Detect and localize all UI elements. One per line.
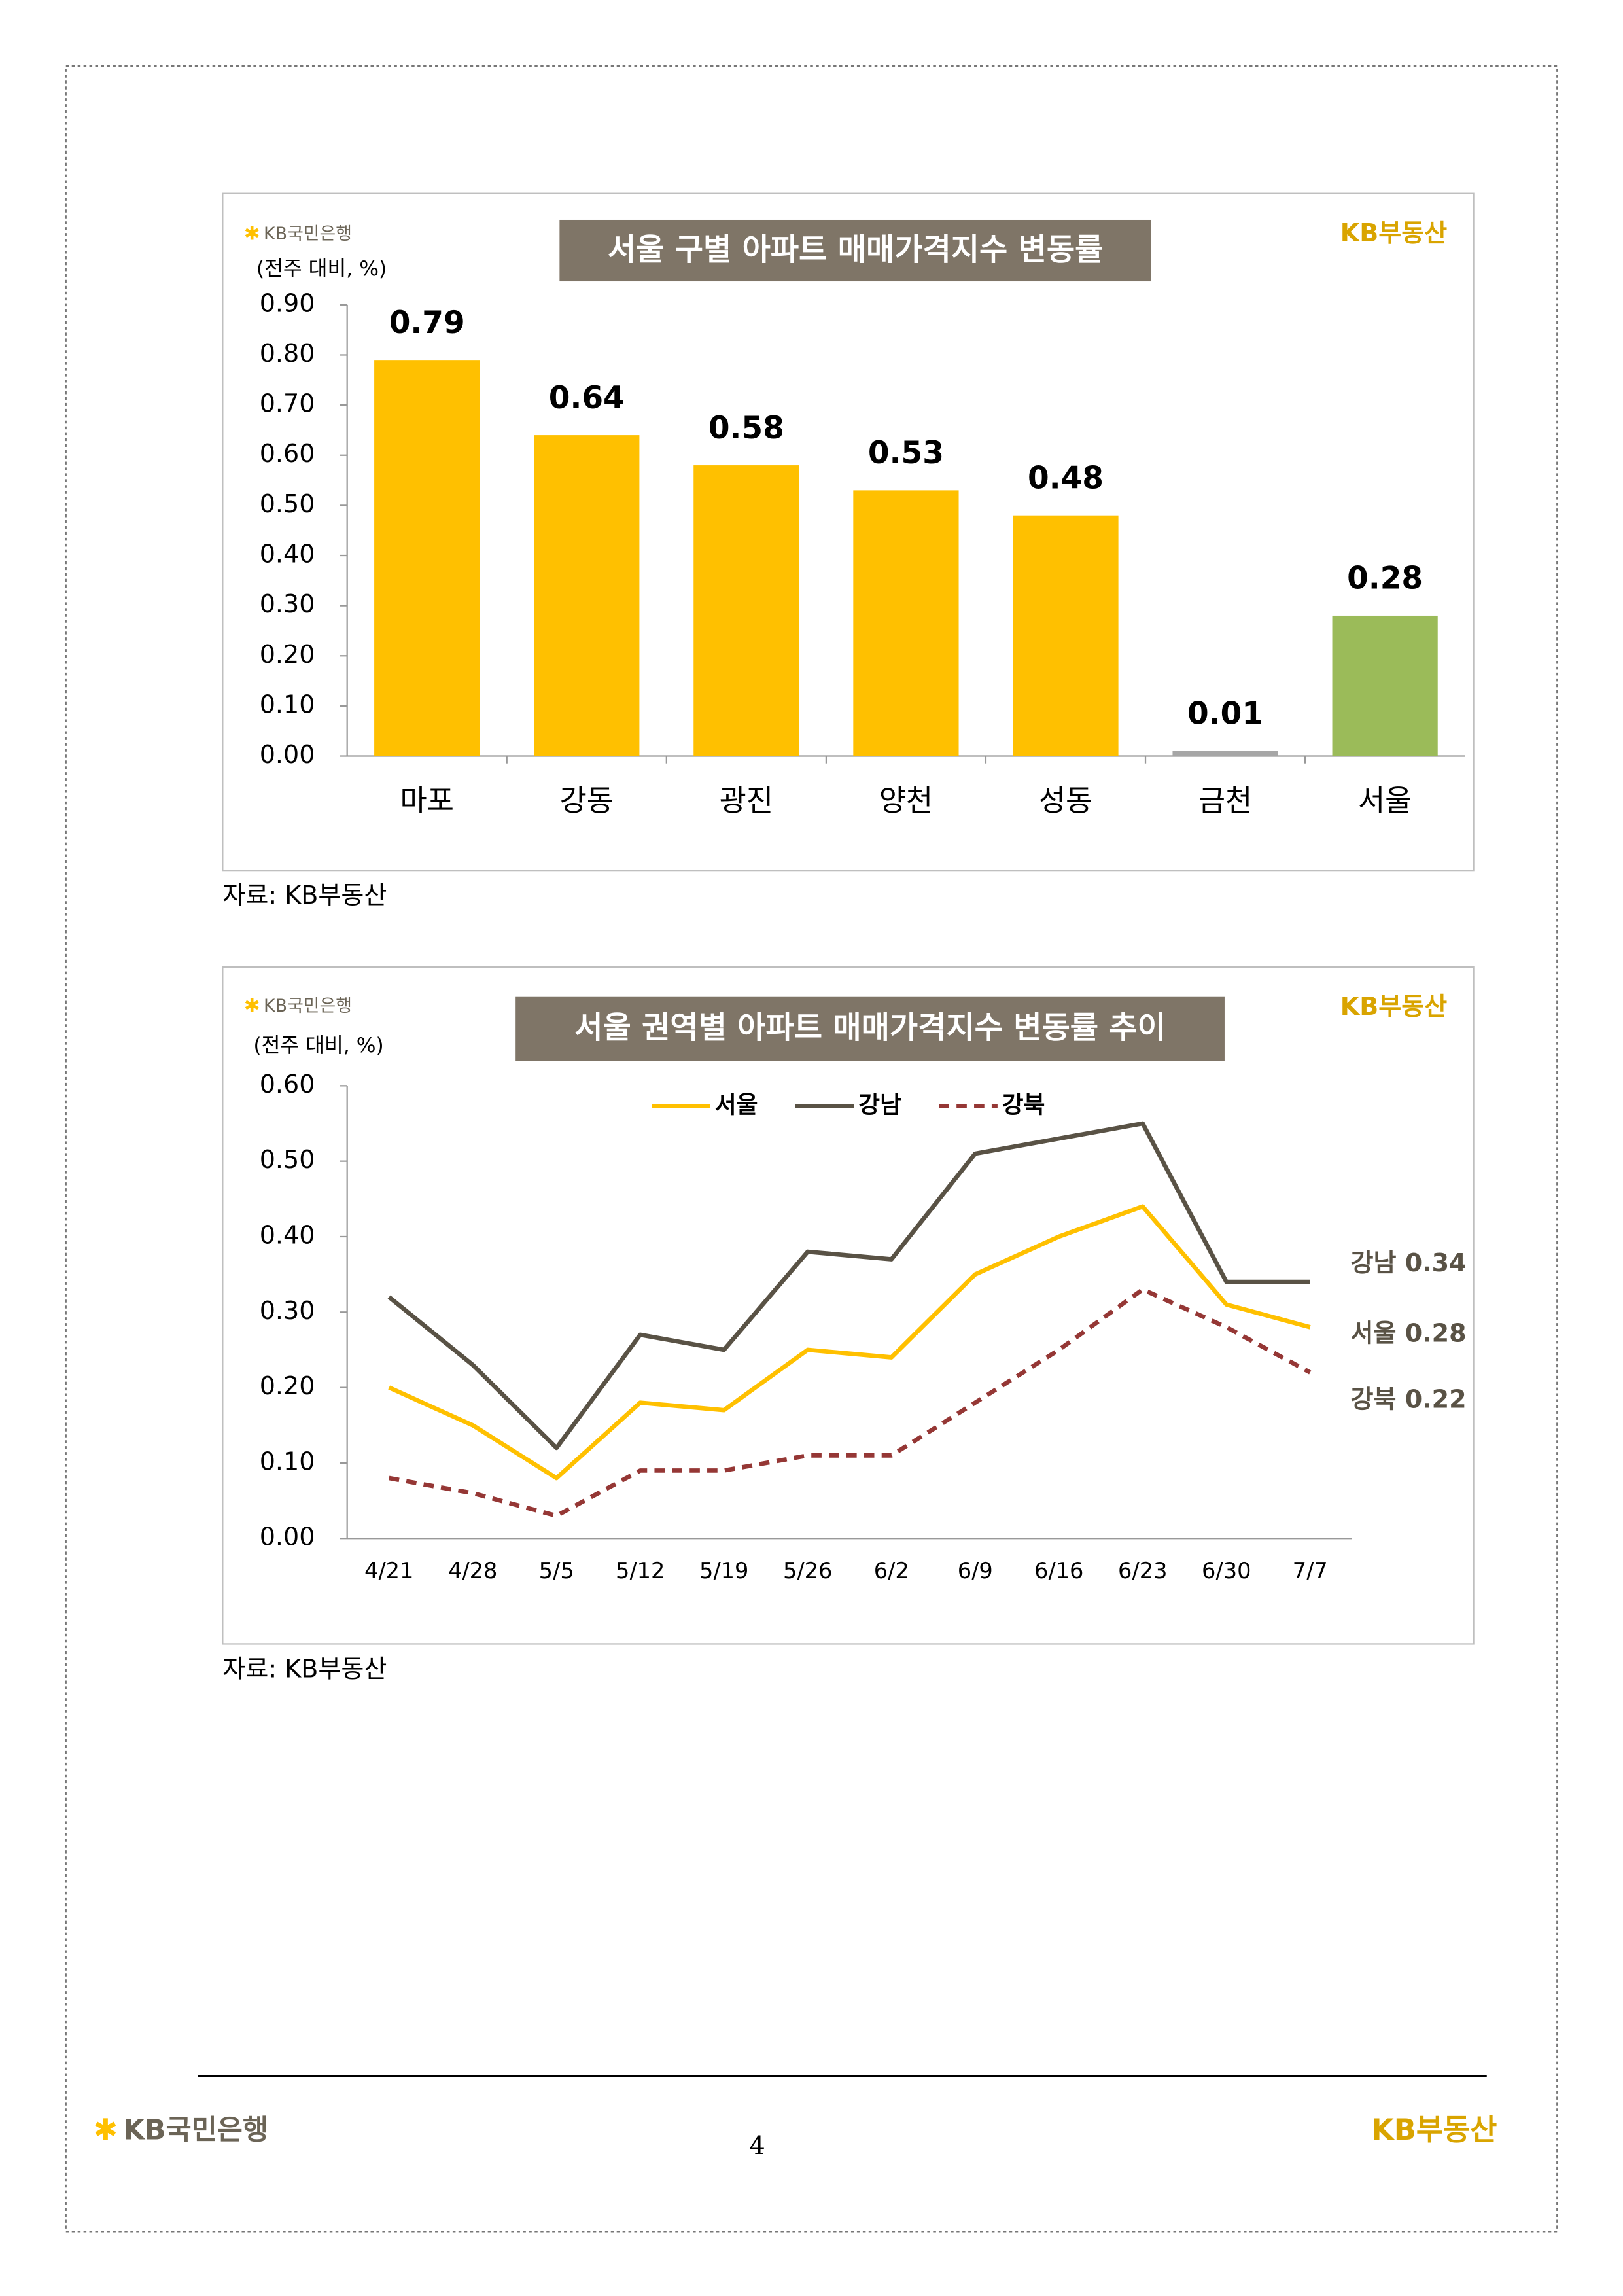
end-label: 강남 0.34 xyxy=(1351,1248,1467,1277)
x-tick-label: 5/19 xyxy=(699,1558,748,1583)
y-tick-label: 0.20 xyxy=(260,1371,315,1400)
y-tick-label: 0.50 xyxy=(260,1145,315,1174)
y-tick-label: 0.50 xyxy=(260,489,315,518)
x-tick-label: 양천 xyxy=(879,783,933,818)
y-tick-label: 0.80 xyxy=(260,339,315,368)
y-tick-label: 0.60 xyxy=(260,439,315,468)
title-box xyxy=(559,219,1151,282)
y-tick-label: 0.70 xyxy=(260,389,315,418)
x-tick-label: 6/2 xyxy=(874,1558,909,1583)
bar xyxy=(693,465,799,756)
x-tick-label: 광진 xyxy=(720,783,773,818)
bar xyxy=(853,490,959,756)
y-tick-label: 0.10 xyxy=(260,690,315,718)
y-tick-label: 0.40 xyxy=(260,1220,315,1249)
logo-star: ✱ xyxy=(244,994,260,1016)
chart-title: 서울 권역별 아파트 매매가격지수 변동률 추이 xyxy=(574,1010,1166,1046)
y-tick-label: 0.00 xyxy=(260,1523,315,1551)
x-tick-label: 서울 xyxy=(1358,783,1412,818)
y-tick-label: 0.90 xyxy=(260,289,315,317)
page-number: 4 xyxy=(750,2131,765,2160)
value-label: 0.64 xyxy=(549,380,625,416)
logo: KB국민은행 xyxy=(264,996,352,1016)
x-tick-label: 5/5 xyxy=(539,1558,574,1583)
value-label: 0.79 xyxy=(389,305,465,341)
y-tick-label: 0.10 xyxy=(260,1447,315,1475)
value-label: 0.53 xyxy=(868,435,944,471)
value-label: 0.28 xyxy=(1347,561,1423,597)
x-tick-label: 7/7 xyxy=(1293,1558,1328,1583)
x-tick-label: 5/12 xyxy=(616,1558,665,1583)
series-line xyxy=(389,1287,1312,1519)
chart-frame xyxy=(222,966,1475,1645)
x-tick-label: 마포 xyxy=(400,783,454,818)
y-tick-label: 0.60 xyxy=(260,1070,315,1099)
bar xyxy=(1013,515,1119,756)
x-tick-label: 6/30 xyxy=(1202,1558,1251,1583)
legend-label: 강남 xyxy=(858,1092,901,1119)
title-box xyxy=(515,996,1225,1061)
chart-title: 서울 구별 아파트 매매가격지수 변동률 xyxy=(608,232,1104,268)
unit-label: (전주 대비, %) xyxy=(253,1034,383,1057)
footer-logo: KB국민은행 xyxy=(123,2115,268,2147)
x-tick-label: 5/26 xyxy=(783,1558,832,1583)
unit-label: (전주 대비, %) xyxy=(256,257,387,281)
source-note: 자료: KB부동산 xyxy=(222,1654,387,1683)
page-border xyxy=(65,65,1558,2233)
x-tick-label: 금천 xyxy=(1198,783,1252,818)
bar xyxy=(1172,751,1278,756)
logo: KB부동산 xyxy=(1340,992,1448,1021)
logo-star: ✱ xyxy=(244,222,260,244)
end-label: 서울 0.28 xyxy=(1351,1318,1467,1347)
bar xyxy=(374,360,480,756)
logo: KB부동산 xyxy=(1340,219,1448,247)
x-tick-label: 6/23 xyxy=(1118,1558,1167,1583)
x-tick-label: 4/28 xyxy=(448,1558,497,1583)
x-tick-label: 성동 xyxy=(1039,783,1092,818)
y-tick-label: 0.40 xyxy=(260,540,315,569)
x-tick-label: 6/16 xyxy=(1034,1558,1083,1583)
y-tick-label: 0.00 xyxy=(260,740,315,769)
x-tick-label: 6/9 xyxy=(958,1558,993,1583)
bar xyxy=(534,435,640,756)
footer-logo: KB부동산 xyxy=(1371,2112,1497,2147)
y-tick-label: 0.20 xyxy=(260,640,315,669)
y-tick-label: 0.30 xyxy=(260,1296,315,1325)
legend-label: 서울 xyxy=(715,1092,758,1119)
x-tick-label: 강동 xyxy=(560,783,614,818)
value-label: 0.48 xyxy=(1028,460,1104,496)
source-note: 자료: KB부동산 xyxy=(222,881,387,910)
bar xyxy=(1332,615,1438,756)
value-label: 0.58 xyxy=(708,410,784,446)
series-line xyxy=(388,1204,1311,1481)
value-label: 0.01 xyxy=(1187,696,1263,732)
logo-star: ✱ xyxy=(93,2112,118,2147)
x-tick-label: 4/21 xyxy=(364,1558,413,1583)
legend-label: 강북 xyxy=(1002,1092,1045,1119)
series-line xyxy=(387,1121,1310,1451)
end-label: 강북 0.22 xyxy=(1351,1385,1467,1413)
y-tick-label: 0.30 xyxy=(260,590,315,618)
logo: KB국민은행 xyxy=(264,224,352,244)
